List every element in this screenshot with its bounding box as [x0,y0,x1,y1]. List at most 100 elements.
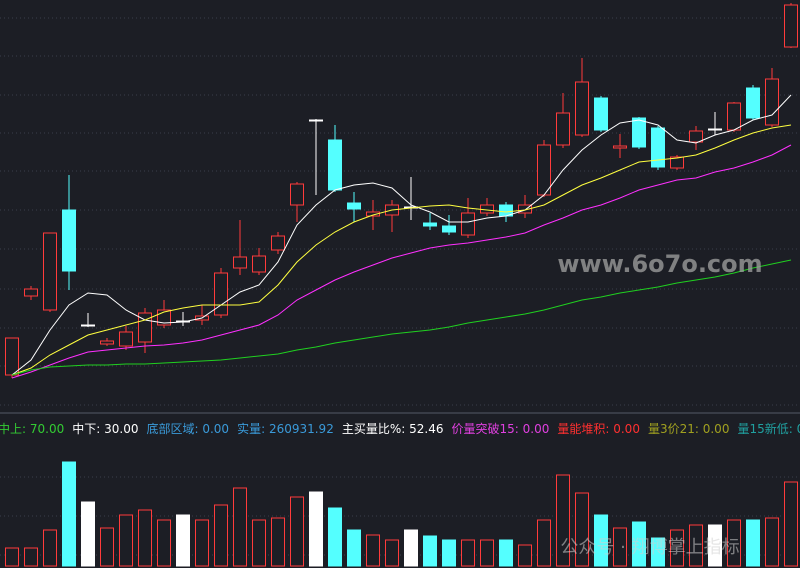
volume-bar [24,547,38,567]
candle-body [81,324,95,327]
volume-bar [271,517,285,567]
volume-bar [62,461,76,567]
candle-body [632,117,646,148]
volume-bar [784,481,798,567]
candle-body [765,78,779,126]
grid-dots [0,17,800,556]
indicator-value: 0.00 [202,422,230,436]
volume-bar [100,527,114,567]
volume-bar [233,487,247,567]
candle-body [347,202,361,210]
indicator-value: 30.00 [104,422,139,436]
candle-body [5,337,19,376]
candle-body [537,144,551,196]
volume-bar [176,514,190,567]
candle-body [480,204,494,214]
indicator: 量15新低: 0.00 [737,422,800,436]
volume-bar [5,547,19,567]
indicator-value: 52.46 [409,422,444,436]
indicator-value: 0.00 [797,422,800,436]
candle-body [62,209,76,272]
volume-bar [138,509,152,567]
indicator: 底部区域: 0.00 [146,422,229,436]
moving-average [11,124,792,376]
indicator-label: 实量: [237,422,266,436]
indicator: 实量: 260931.92 [237,422,334,436]
indicator: 中上: 70.00 [0,422,64,436]
indicator: 量3价21: 0.00 [648,422,730,436]
indicator-value: 0.00 [613,422,640,436]
candle-body [309,119,323,122]
volume-bar [195,519,209,567]
candle-body [43,232,57,311]
volume-bar [556,474,570,567]
moving-average [11,259,792,376]
candle-body [119,331,133,347]
candle-body [670,156,684,169]
volume-bar [252,519,266,567]
candle-body [423,222,437,227]
indicator-value: 70.00 [29,422,65,436]
candle-body [651,127,665,168]
volume-bar [594,514,608,567]
volume-bar [157,519,171,567]
volume-bar [613,527,627,567]
volume-bar [385,539,399,567]
candle-body [271,235,285,251]
volume-bar [347,529,361,567]
volume-bar [366,534,380,567]
watermark: 公众号 · 翔博掌上指标 [560,537,739,558]
candle-body [24,288,38,297]
candle-body [784,4,798,48]
moving-average [11,94,792,376]
candle-body [708,128,722,131]
indicator: 价量突破15: 0.00 [451,422,549,436]
candle-body [594,97,608,131]
volume-bar [765,517,779,567]
volume-bar [43,529,57,567]
volume-bar [651,537,665,567]
candle-body [575,81,589,136]
candle-body [328,139,342,191]
candle-body [100,340,114,345]
indicator-value: 0.00 [522,422,550,436]
indicator: 中下: 30.00 [72,422,138,436]
candle-body [556,112,570,146]
candle-body [689,130,703,143]
volume-bar [632,521,646,567]
candle-body [442,225,456,233]
moving-average [11,144,792,379]
volume-bar [708,524,722,567]
volume-bar [537,519,551,567]
candle-body [290,183,304,206]
indicator-label: 中下: [72,422,101,436]
indicator-value: 260931.92 [268,422,334,436]
indicator-row: 中上: 70.00 中下: 30.00 底部区域: 0.00 实量: 260931.9… [0,420,800,437]
volume-bar [689,524,703,567]
candle-body [366,211,380,217]
volume-bar [423,535,437,567]
volume-bar [328,507,342,567]
volume-bar [727,519,741,567]
candle-body [233,256,247,269]
volume-bar [746,519,760,567]
volume-bar [480,539,494,567]
volume-bar [404,529,418,567]
indicator-label: 底部区域: [146,422,199,436]
candle-body [252,255,266,273]
volume-bar [518,544,532,567]
indicator-label: 量15新低: [737,422,793,436]
volume-bar [670,529,684,567]
candle-body [746,87,760,119]
volume-bar [499,539,513,567]
volume-bar [119,514,133,567]
candle-body [727,102,741,131]
volume-bar [214,504,228,567]
candle-body [518,204,532,214]
volume-bar [81,501,95,567]
volume-bar [461,539,475,567]
volume-bar [442,539,456,567]
indicator-label: 中上: [0,422,27,436]
